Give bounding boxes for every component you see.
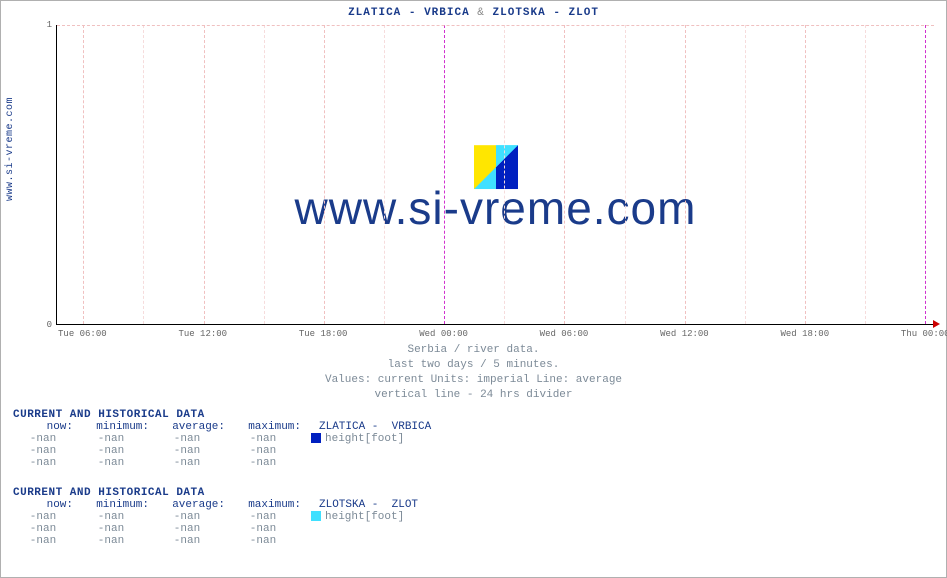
x-tick-label: Tue 18:00 <box>299 329 348 339</box>
x-tick-label: Wed 00:00 <box>419 329 468 339</box>
series-swatch-icon <box>311 511 321 521</box>
data-table-row: -nan-nan-nan-nan <box>13 445 431 457</box>
data-table-heading: CURRENT AND HISTORICAL DATA <box>13 409 431 421</box>
data-table: CURRENT AND HISTORICAL DATAnow:minimum:a… <box>13 409 431 469</box>
chart-title: ZLATICA - VRBICA & ZLOTSKA - ZLOT <box>1 1 946 19</box>
series-swatch-icon <box>311 433 321 443</box>
title-series-b: ZLOTSKA - ZLOT <box>493 7 599 19</box>
subcaption-line: vertical line - 24 hrs divider <box>1 388 946 403</box>
y-tick-label: 1 <box>47 20 52 30</box>
unit-label: height[foot] <box>325 433 404 445</box>
series-name: ZLOTSKA - ZLOT <box>319 499 418 511</box>
data-table-header-row: now:minimum:average:maximum:ZLOTSKA - ZL… <box>13 499 418 511</box>
x-tick-label: Thu 00:00 <box>901 329 947 339</box>
unit-label: height[foot] <box>325 511 404 523</box>
subcaption-line: Values: current Units: imperial Line: av… <box>1 373 946 388</box>
series-name: ZLATICA - VRBICA <box>319 421 431 433</box>
chart-area: www.si-vreme.com Tue 06:00Tue 12:00Tue 1… <box>56 25 934 325</box>
title-series-a: ZLATICA - VRBICA <box>348 7 470 19</box>
x-tick-label: Wed 18:00 <box>780 329 829 339</box>
data-table-row: -nan-nan-nan-nanheight[foot] <box>13 433 431 445</box>
data-table: CURRENT AND HISTORICAL DATAnow:minimum:a… <box>13 487 418 547</box>
subcaption-line: last two days / 5 minutes. <box>1 358 946 373</box>
data-table-row: -nan-nan-nan-nanheight[foot] <box>13 511 418 523</box>
y-tick-label: 0 <box>47 320 52 330</box>
data-table-row: -nan-nan-nan-nan <box>13 523 418 535</box>
x-axis-arrow-icon <box>933 320 940 328</box>
data-table-header-row: now:minimum:average:maximum:ZLATICA - VR… <box>13 421 431 433</box>
data-table-row: -nan-nan-nan-nan <box>13 535 418 547</box>
side-url-label: www.si-vreme.com <box>5 97 16 201</box>
data-table-heading: CURRENT AND HISTORICAL DATA <box>13 487 418 499</box>
x-tick-label: Tue 06:00 <box>58 329 107 339</box>
plot-canvas: www.si-vreme.com <box>56 25 934 325</box>
subcaption-line: Serbia / river data. <box>1 343 946 358</box>
x-tick-label: Wed 06:00 <box>540 329 589 339</box>
x-tick-label: Tue 12:00 <box>178 329 227 339</box>
chart-subcaption: Serbia / river data. last two days / 5 m… <box>1 343 946 402</box>
title-ampersand: & <box>477 7 485 19</box>
x-tick-label: Wed 12:00 <box>660 329 709 339</box>
watermark-text: www.si-vreme.com <box>295 181 697 235</box>
data-table-row: -nan-nan-nan-nan <box>13 457 431 469</box>
